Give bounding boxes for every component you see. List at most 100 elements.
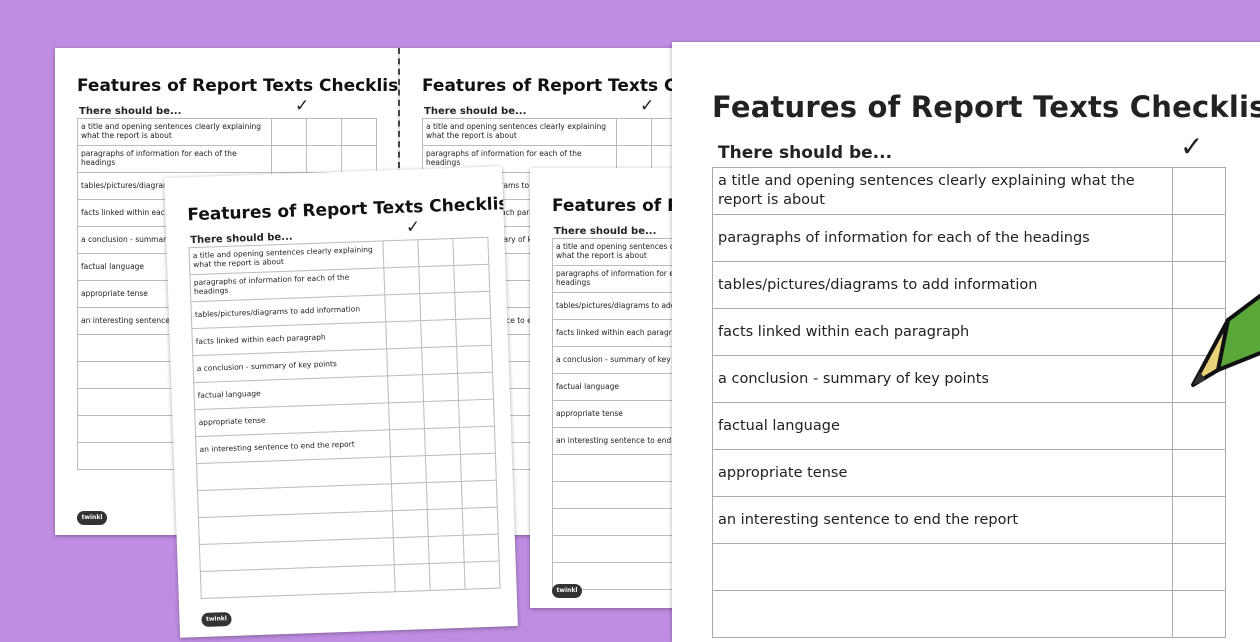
tick-box bbox=[271, 118, 307, 146]
tick-box bbox=[390, 455, 427, 484]
tick-box bbox=[428, 535, 465, 564]
checklist-item: paragraphs of information for each of th… bbox=[712, 214, 1173, 262]
tick-icon: ✓ bbox=[640, 96, 655, 116]
checklist-row bbox=[552, 535, 690, 563]
checklist-item: facts linked within each paragraph bbox=[552, 319, 690, 347]
tick-box bbox=[457, 372, 494, 401]
tick-box bbox=[271, 145, 307, 173]
worksheet-subheading: There should be... bbox=[424, 106, 527, 117]
tick-box[interactable] bbox=[1172, 261, 1226, 309]
tick-box bbox=[385, 320, 422, 349]
worksheet-title: Features of Report Texts Checklist bbox=[712, 90, 1260, 124]
checklist-table: a title and opening sentences clearly ex… bbox=[552, 238, 690, 590]
checklist-row: paragraphs of information for each of th… bbox=[552, 265, 690, 293]
checklist-item: paragraphs of information for each of th… bbox=[77, 145, 272, 173]
tick-box bbox=[341, 118, 377, 146]
worksheet-title: Features of Report Texts Checklist bbox=[77, 76, 400, 96]
checklist-item: a title and opening sentences clearly ex… bbox=[77, 118, 272, 146]
tick-box bbox=[456, 345, 493, 374]
tick-box[interactable] bbox=[1172, 214, 1226, 262]
checklist-row bbox=[712, 543, 1226, 591]
worksheet-subheading: There should be... bbox=[79, 106, 182, 117]
tick-box bbox=[461, 480, 498, 509]
tick-box bbox=[464, 561, 501, 590]
tick-box bbox=[422, 373, 459, 402]
checklist-item: facts linked within each paragraph bbox=[712, 308, 1173, 356]
checklist-item bbox=[200, 564, 396, 599]
tick-box[interactable] bbox=[1172, 590, 1226, 638]
checklist-item: an interesting sentence to end the repor… bbox=[552, 427, 690, 455]
tick-box bbox=[387, 374, 424, 403]
checklist-item bbox=[712, 590, 1173, 638]
tick-box bbox=[452, 237, 489, 266]
tick-box[interactable] bbox=[1172, 496, 1226, 544]
tick-box bbox=[616, 118, 652, 146]
tick-box[interactable] bbox=[1172, 402, 1226, 450]
checklist-row: facts linked within each paragraph bbox=[712, 308, 1226, 356]
tick-box bbox=[386, 347, 423, 376]
tick-box bbox=[460, 453, 497, 482]
checklist-row: factual language bbox=[552, 373, 690, 401]
tick-box bbox=[417, 238, 454, 267]
checklist-row bbox=[552, 508, 690, 536]
worksheet-subheading: There should be... bbox=[554, 226, 657, 237]
worksheet-title: Features of Report Texts Checklist bbox=[187, 193, 517, 226]
tick-box bbox=[458, 399, 495, 428]
checklist-row: factual language bbox=[712, 402, 1226, 450]
tick-box bbox=[421, 346, 458, 375]
checklist-item bbox=[552, 481, 690, 509]
checklist-row: a title and opening sentences clearly ex… bbox=[422, 118, 680, 146]
checklist-row bbox=[552, 454, 690, 482]
checklist-row: a title and opening sentences clearly ex… bbox=[712, 167, 1226, 215]
checklist-row: facts linked within each paragraph bbox=[552, 319, 690, 347]
tick-icon: ✓ bbox=[1180, 130, 1204, 163]
tick-box bbox=[429, 562, 466, 591]
tick-box bbox=[306, 118, 342, 146]
checklist-row: appropriate tense bbox=[552, 400, 690, 428]
cut-line bbox=[398, 48, 400, 168]
middle-worksheet-right: Features of Report Texts Checklist There … bbox=[530, 168, 690, 608]
tick-box[interactable] bbox=[1172, 167, 1226, 215]
tick-box bbox=[389, 428, 426, 457]
checklist-item: an interesting sentence to end the repor… bbox=[712, 496, 1173, 544]
checklist-item bbox=[712, 543, 1173, 591]
checklist-row: a title and opening sentences clearly ex… bbox=[77, 118, 377, 146]
checklist-item: factual language bbox=[712, 402, 1173, 450]
tick-box bbox=[463, 534, 500, 563]
tick-box bbox=[383, 266, 420, 295]
checklist-item: a title and opening sentences clearly ex… bbox=[422, 118, 617, 146]
tick-box bbox=[392, 509, 429, 538]
checklist-item: a title and opening sentences clearly ex… bbox=[712, 167, 1173, 215]
tick-box[interactable] bbox=[1172, 543, 1226, 591]
checklist-row: paragraphs of information for each of th… bbox=[77, 145, 377, 173]
worksheet-title: Features of Report Texts Checklist bbox=[422, 76, 680, 96]
checklist-table: a title and opening sentences clearly ex… bbox=[189, 237, 501, 599]
checklist-item bbox=[552, 454, 690, 482]
tick-icon: ✓ bbox=[405, 217, 421, 238]
checklist-item bbox=[552, 508, 690, 536]
front-worksheet: Features of Report Texts Checklist There… bbox=[672, 42, 1260, 642]
tick-box bbox=[453, 264, 490, 293]
tick-box bbox=[455, 318, 492, 347]
tick-box bbox=[306, 145, 342, 173]
checklist-table: a title and opening sentences clearly ex… bbox=[712, 167, 1226, 638]
tick-box bbox=[419, 292, 456, 321]
checklist-item: tables/pictures/diagrams to add informat… bbox=[712, 261, 1173, 309]
worksheet-subheading: There should be... bbox=[718, 143, 893, 163]
checklist-row: tables/pictures/diagrams to add informat… bbox=[552, 292, 690, 320]
checklist-row bbox=[552, 481, 690, 509]
checklist-item: tables/pictures/diagrams to add informat… bbox=[552, 292, 690, 320]
tick-box[interactable] bbox=[1172, 449, 1226, 497]
checklist-row: a conclusion - summary of key points bbox=[552, 346, 690, 374]
checklist-row: an interesting sentence to end the repor… bbox=[552, 427, 690, 455]
checklist-row: appropriate tense bbox=[712, 449, 1226, 497]
twinkl-logo: twinkl bbox=[77, 511, 107, 525]
tick-icon: ✓ bbox=[295, 96, 310, 116]
checklist-item bbox=[552, 535, 690, 563]
checklist-item: factual language bbox=[552, 373, 690, 401]
tick-box bbox=[426, 481, 463, 510]
checklist-item: a conclusion - summary of key points bbox=[552, 346, 690, 374]
tick-box bbox=[420, 319, 457, 348]
middle-worksheet-left: Features of Report Texts Checklist There … bbox=[164, 166, 518, 638]
tick-box bbox=[424, 427, 461, 456]
